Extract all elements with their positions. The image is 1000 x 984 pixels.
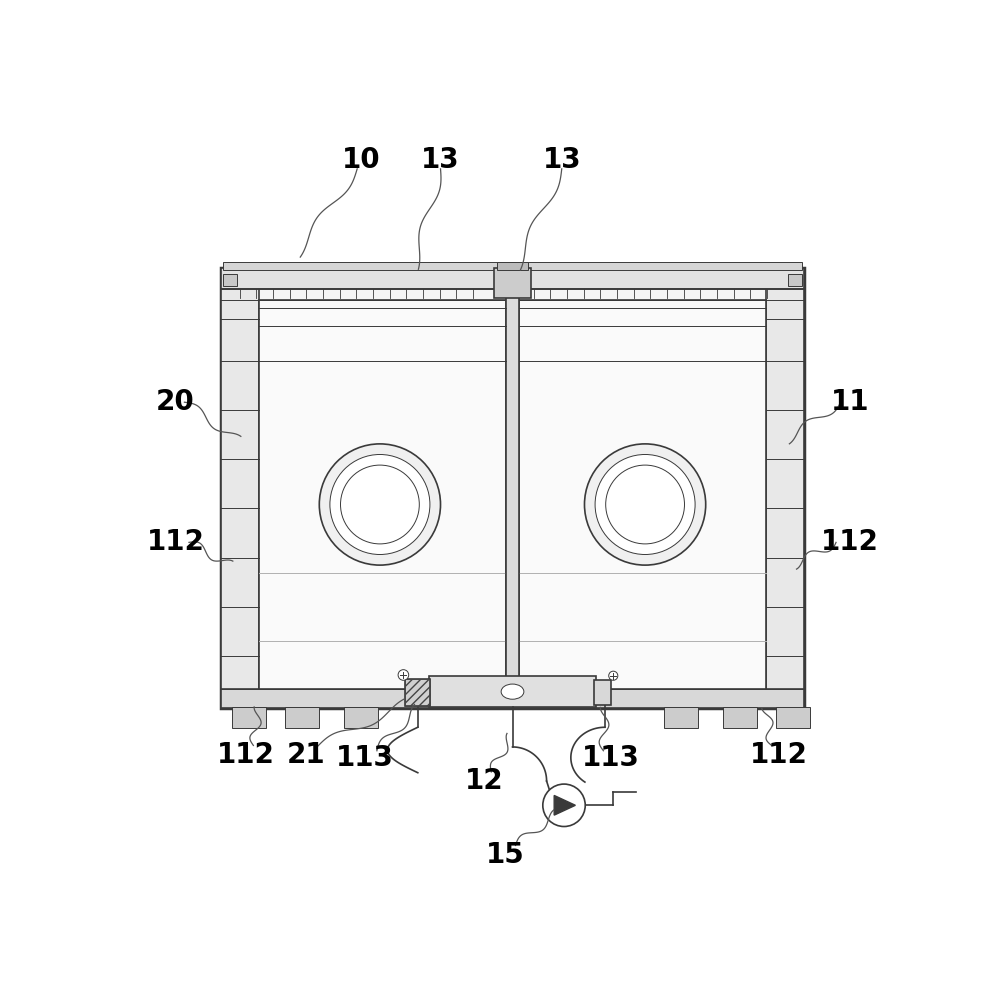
Text: 13: 13	[421, 146, 460, 174]
Circle shape	[584, 444, 706, 565]
Bar	[221, 689, 804, 707]
Circle shape	[606, 465, 684, 544]
Bar	[405, 679, 430, 707]
Circle shape	[319, 444, 441, 565]
Text: 112: 112	[217, 741, 275, 769]
Bar	[494, 268, 531, 298]
Text: 113: 113	[336, 744, 394, 772]
Bar	[594, 680, 611, 706]
Bar	[344, 707, 378, 728]
Polygon shape	[554, 795, 575, 815]
Circle shape	[543, 784, 585, 827]
Bar	[429, 676, 596, 707]
Bar	[776, 707, 810, 728]
Text: 113: 113	[582, 744, 640, 772]
Bar	[664, 707, 698, 728]
Bar	[221, 287, 259, 707]
Text: 15: 15	[486, 840, 524, 869]
Bar	[405, 679, 430, 707]
Bar	[259, 300, 506, 698]
Bar	[221, 268, 804, 288]
Bar	[519, 300, 766, 698]
Circle shape	[330, 455, 430, 555]
Text: 10: 10	[342, 146, 380, 174]
Circle shape	[398, 670, 409, 680]
Text: 112: 112	[146, 528, 204, 556]
Text: 11: 11	[830, 389, 869, 416]
Text: 21: 21	[287, 741, 326, 769]
Text: 20: 20	[156, 389, 195, 416]
Text: 13: 13	[542, 146, 581, 174]
Bar	[788, 275, 802, 286]
Bar	[223, 262, 802, 270]
Circle shape	[595, 455, 695, 555]
Ellipse shape	[501, 684, 524, 700]
Bar	[497, 262, 528, 270]
Bar	[232, 707, 266, 728]
Text: 112: 112	[750, 741, 808, 769]
Bar	[285, 707, 319, 728]
Circle shape	[609, 671, 618, 680]
Bar	[221, 268, 804, 707]
Bar	[223, 275, 237, 286]
Bar	[766, 287, 804, 707]
Bar	[506, 288, 519, 698]
Bar	[723, 707, 757, 728]
Text: 12: 12	[464, 768, 503, 795]
Text: 112: 112	[821, 528, 879, 556]
Circle shape	[341, 465, 419, 544]
